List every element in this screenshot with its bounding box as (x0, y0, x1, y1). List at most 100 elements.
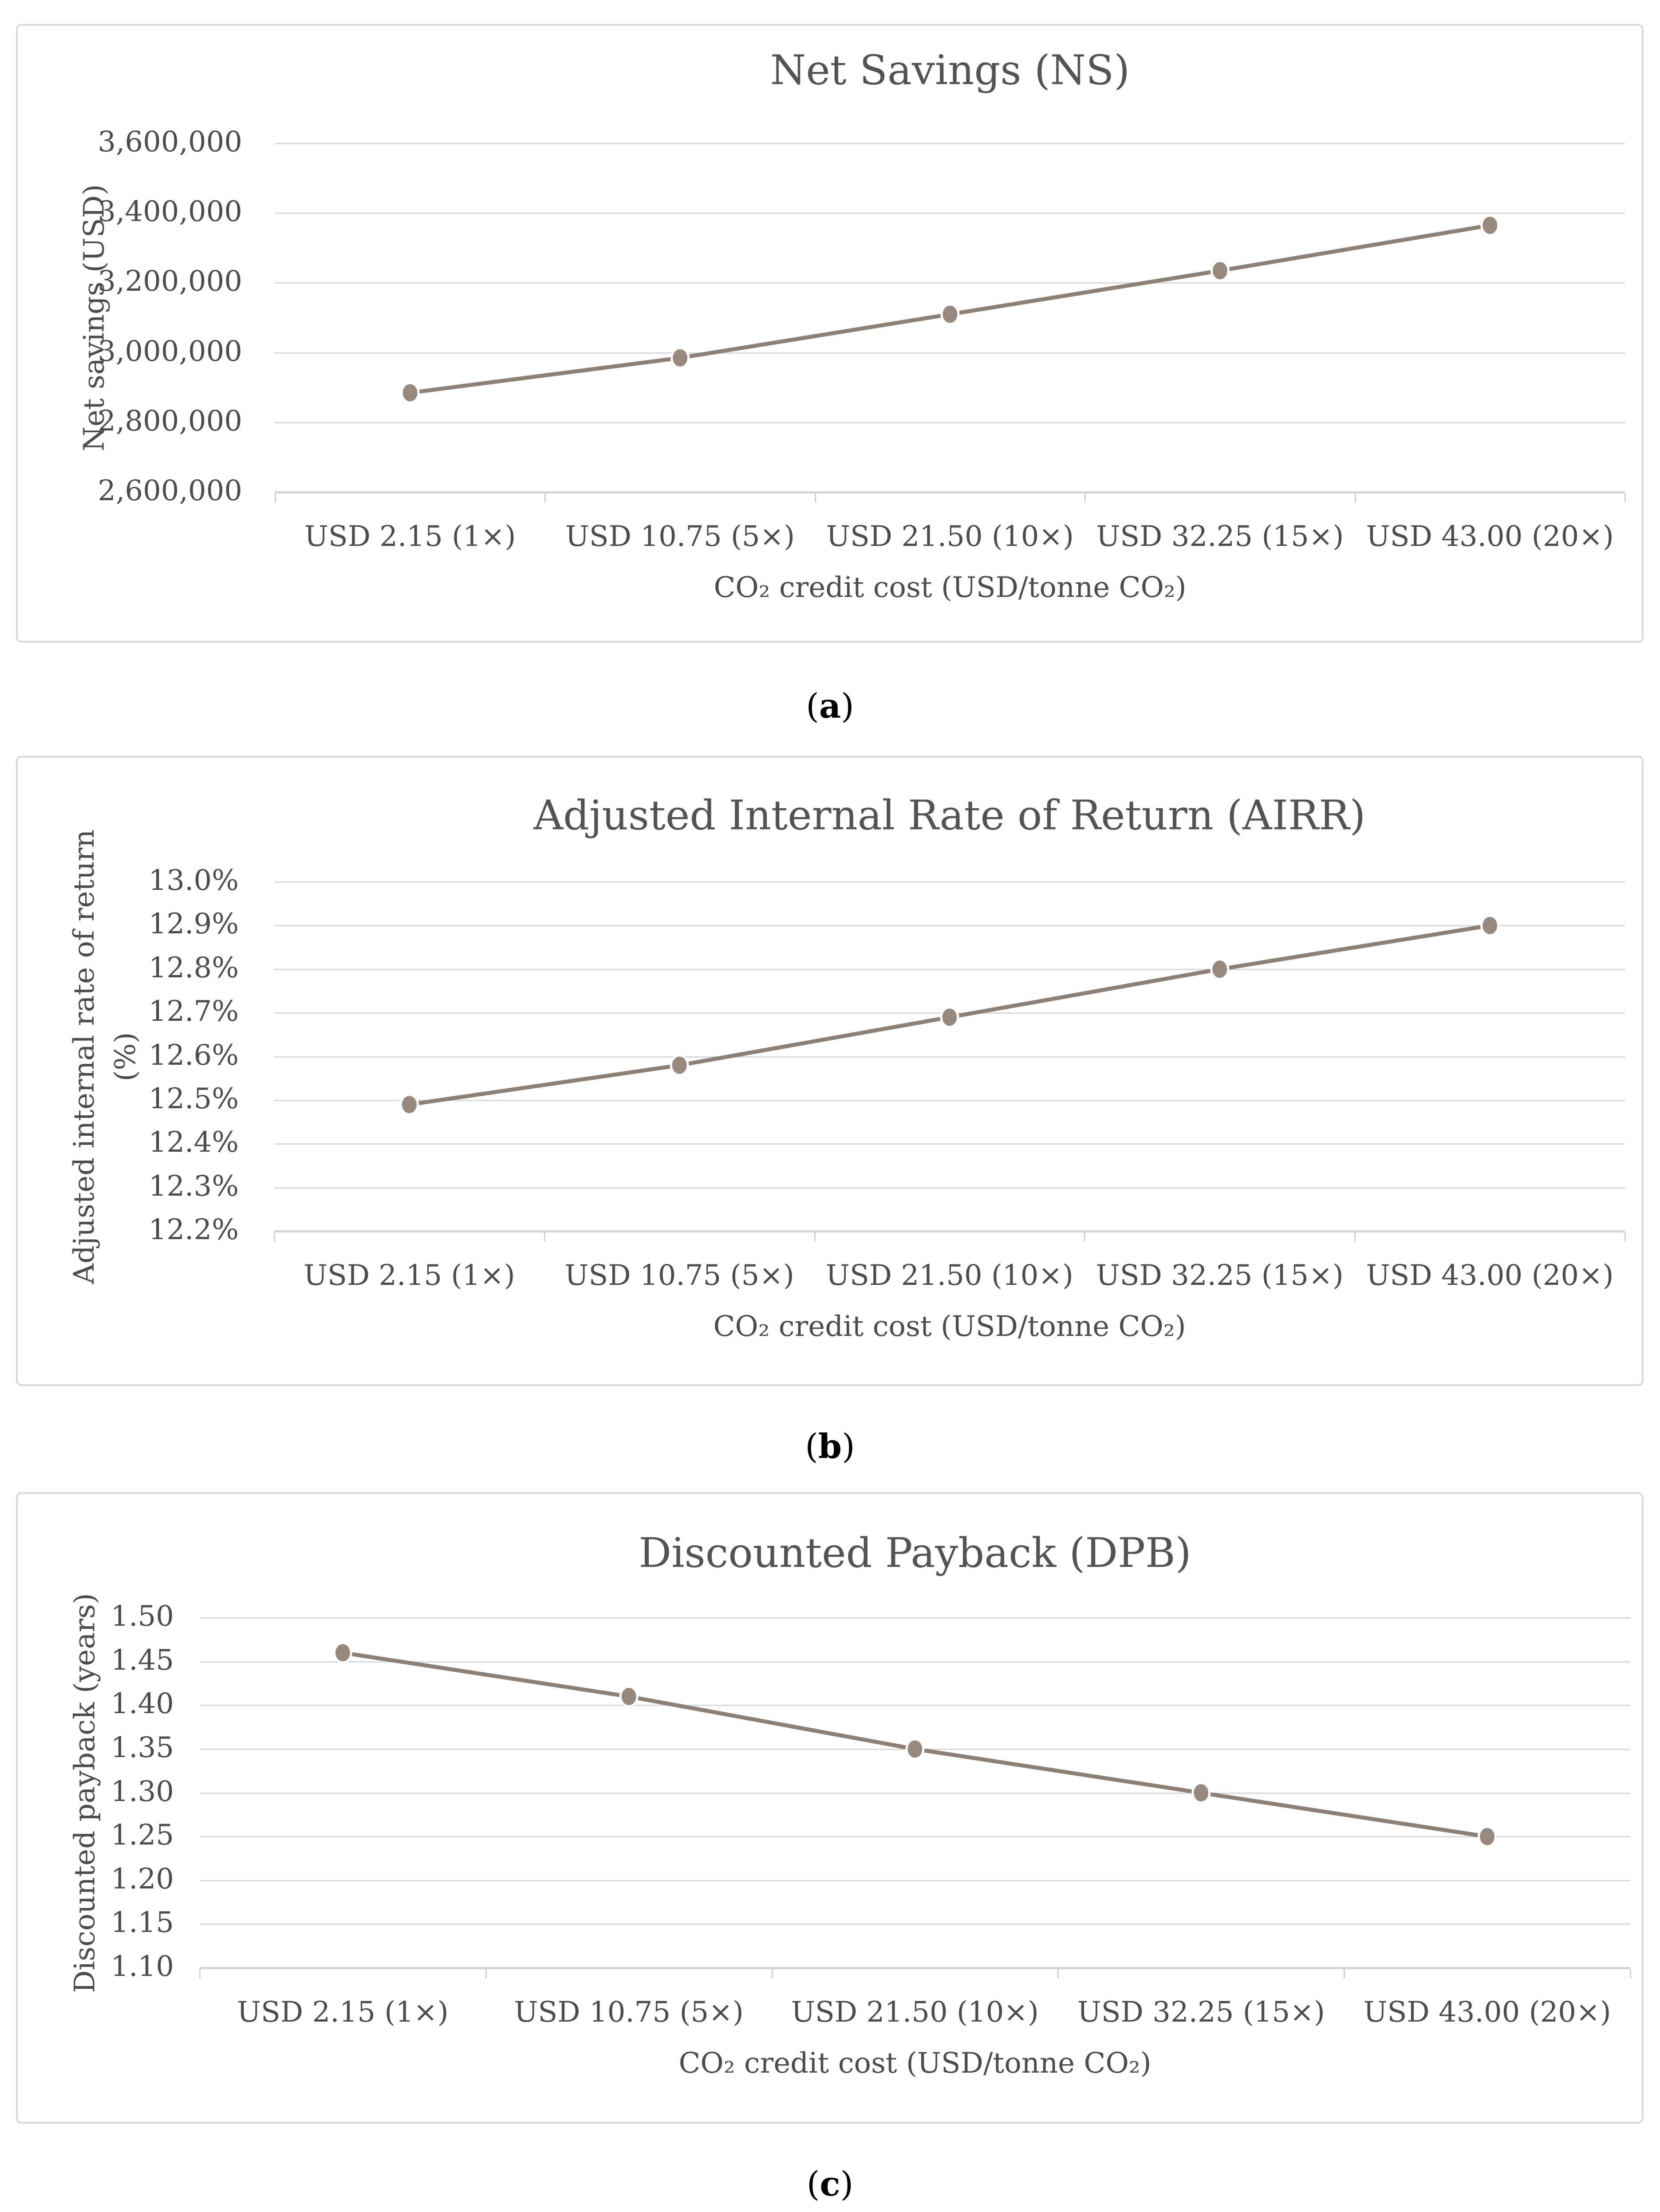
x-tick-label: USD 43.00 (20×) (1363, 1996, 1611, 2029)
data-point (333, 1642, 352, 1664)
gridline (275, 213, 1625, 214)
gridline (275, 352, 1625, 354)
gridline (275, 422, 1625, 423)
data-point (905, 1738, 925, 1760)
caption-paren-open: ( (806, 2164, 820, 2204)
x-tick-label: USD 32.25 (15×) (1096, 520, 1344, 553)
caption-letter: a (819, 686, 841, 726)
x-axis-title: CO₂ credit cost (USD/tonne CO₂) (713, 1310, 1186, 1343)
y-tick-label: 2,600,000 (98, 474, 242, 508)
x-tick-mark (275, 494, 276, 502)
y-tick-label: 1.10 (110, 1950, 174, 1983)
y-tick-label: 3,400,000 (98, 195, 242, 229)
chart-title: Adjusted Internal Rate of Return (AIRR) (533, 791, 1366, 839)
y-tick-label: 1.15 (110, 1906, 174, 1939)
gridline (274, 1056, 1625, 1058)
x-tick-mark (772, 1969, 773, 1978)
x-tick-mark (1084, 494, 1086, 502)
y-tick-label: 1.30 (110, 1775, 174, 1808)
data-point (1210, 958, 1230, 980)
y-tick-label: 1.45 (110, 1643, 174, 1677)
x-tick-label: USD 2.15 (1×) (304, 1259, 515, 1292)
data-point (399, 1094, 419, 1116)
y-tick-label: 12.7% (148, 995, 239, 1028)
gridline (200, 1617, 1630, 1619)
x-tick-label: USD 10.75 (5×) (564, 1259, 794, 1292)
caption-paren-open: ( (805, 1426, 818, 1466)
gridline (275, 282, 1625, 284)
gridline (200, 1880, 1630, 1881)
x-tick-mark (1354, 1232, 1356, 1241)
x-axis-line (275, 491, 1625, 494)
y-tick-label: 12.5% (148, 1082, 239, 1115)
x-tick-mark (1625, 1232, 1626, 1241)
caption-paren-close: ) (840, 2164, 854, 2204)
data-point (1210, 260, 1230, 282)
y-tick-label: 2,800,000 (98, 404, 242, 438)
x-tick-mark (1344, 1969, 1345, 1978)
caption-paren-open: ( (806, 686, 819, 726)
data-point (1480, 914, 1500, 936)
y-tick-label: 1.20 (110, 1862, 174, 1896)
gridline (274, 1187, 1625, 1189)
data-point (940, 303, 960, 325)
x-tick-label: USD 43.00 (20×) (1366, 1259, 1614, 1292)
chart-dpb: Discounted Payback (DPB) Discounted payb… (16, 1492, 1644, 2124)
x-tick-mark (1355, 494, 1356, 502)
data-series (333, 1642, 1497, 1848)
caption-paren-close: ) (841, 686, 854, 726)
data-series (400, 214, 1500, 404)
x-tick-label: USD 32.25 (15×) (1096, 1259, 1344, 1292)
x-tick-label: USD 21.50 (10×) (826, 1259, 1073, 1292)
y-tick-label: 12.4% (148, 1126, 239, 1159)
figure-caption-a: (a) (0, 683, 1660, 730)
y-tick-label: 12.9% (148, 908, 239, 941)
x-axis-title: CO₂ credit cost (USD/tonne CO₂) (678, 2047, 1151, 2080)
x-tick-mark (485, 1969, 487, 1978)
gridline (200, 1705, 1630, 1706)
data-point (400, 382, 420, 404)
gridline (274, 1143, 1625, 1145)
caption-letter: b (818, 1426, 842, 1466)
x-tick-label: USD 10.75 (5×) (565, 520, 795, 553)
x-axis-line (274, 1230, 1625, 1232)
x-axis-title: CO₂ credit cost (USD/tonne CO₂) (714, 571, 1187, 604)
x-tick-mark (815, 494, 816, 502)
data-point (1480, 214, 1500, 237)
x-tick-mark (544, 494, 546, 502)
y-tick-label: 3,200,000 (98, 265, 242, 298)
y-tick-label: 1.50 (110, 1600, 174, 1633)
x-tick-label: USD 2.15 (1×) (237, 1996, 449, 2029)
chart-title: Net Savings (NS) (770, 46, 1130, 94)
x-tick-label: USD 21.50 (10×) (791, 1996, 1039, 2029)
data-point (1191, 1782, 1211, 1804)
x-tick-mark (199, 1969, 201, 1978)
x-tick-mark (814, 1232, 816, 1241)
caption-letter: c (820, 2164, 840, 2204)
y-tick-label: 12.6% (148, 1039, 239, 1072)
x-tick-mark (1084, 1232, 1085, 1241)
x-axis-line (200, 1967, 1630, 1969)
chart-net-savings: Net Savings (NS) Net savings (USD) 3,600… (16, 24, 1644, 643)
caption-paren-close: ) (842, 1426, 855, 1466)
y-tick-label: 3,600,000 (98, 126, 242, 159)
gridline (274, 1100, 1625, 1101)
chart-airr: Adjusted Internal Rate of Return (AIRR) … (16, 756, 1644, 1386)
figure-caption-c: (c) (0, 2161, 1660, 2208)
data-point (940, 1006, 959, 1028)
y-tick-label: 3,000,000 (98, 335, 242, 368)
x-tick-mark (544, 1232, 545, 1241)
data-point (670, 1054, 689, 1076)
x-tick-label: USD 2.15 (1×) (304, 520, 516, 553)
y-tick-label: 1.35 (110, 1731, 174, 1764)
data-series (399, 914, 1500, 1116)
gridline (274, 925, 1625, 926)
data-point (670, 347, 690, 369)
x-tick-mark (1625, 494, 1626, 502)
x-tick-mark (274, 1232, 275, 1241)
data-point (619, 1686, 639, 1708)
gridline (275, 143, 1625, 144)
y-tick-label: 12.3% (148, 1169, 239, 1203)
x-tick-mark (1057, 1969, 1059, 1978)
